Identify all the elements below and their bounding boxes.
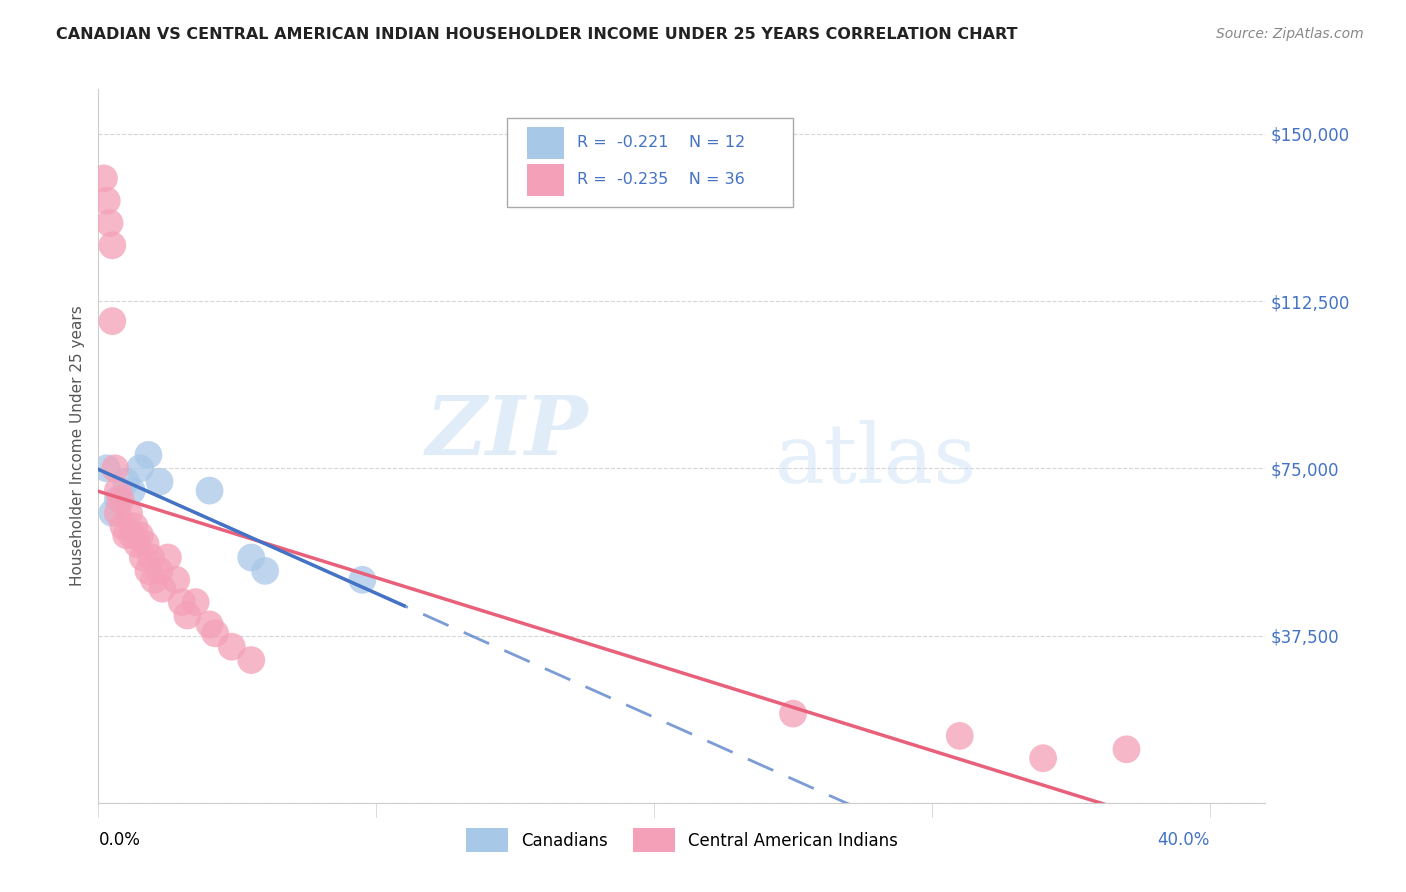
Point bbox=[141, 550, 163, 565]
Point bbox=[150, 582, 173, 596]
Point bbox=[221, 640, 243, 654]
Point bbox=[204, 626, 226, 640]
Point bbox=[107, 492, 129, 507]
Text: atlas: atlas bbox=[775, 420, 977, 500]
Point bbox=[115, 475, 138, 489]
Point bbox=[101, 314, 124, 328]
Text: Source: ZipAtlas.com: Source: ZipAtlas.com bbox=[1216, 27, 1364, 41]
Point bbox=[184, 595, 207, 609]
Point bbox=[121, 483, 143, 498]
Point bbox=[198, 617, 221, 632]
Point bbox=[135, 537, 157, 551]
Point bbox=[115, 528, 138, 542]
Point bbox=[93, 171, 115, 186]
Point bbox=[96, 461, 118, 475]
Point bbox=[782, 706, 804, 721]
Point bbox=[138, 564, 160, 578]
Point bbox=[156, 550, 179, 565]
Point bbox=[101, 238, 124, 252]
Point bbox=[110, 492, 132, 507]
Text: 40.0%: 40.0% bbox=[1157, 831, 1209, 849]
Point bbox=[101, 506, 124, 520]
Point bbox=[129, 461, 152, 475]
Point bbox=[118, 506, 141, 520]
Y-axis label: Householder Income Under 25 years: Householder Income Under 25 years bbox=[69, 306, 84, 586]
Point bbox=[949, 729, 972, 743]
Point bbox=[104, 461, 127, 475]
Point bbox=[132, 550, 155, 565]
Bar bbox=[527, 164, 564, 196]
Text: ZIP: ZIP bbox=[426, 392, 589, 472]
Point bbox=[148, 475, 170, 489]
Point bbox=[143, 573, 166, 587]
Point bbox=[107, 483, 129, 498]
Text: 0.0%: 0.0% bbox=[98, 831, 141, 849]
Text: R =  -0.221    N = 12: R = -0.221 N = 12 bbox=[576, 136, 745, 150]
Point bbox=[129, 528, 152, 542]
Point bbox=[127, 537, 149, 551]
Point bbox=[240, 550, 263, 565]
FancyBboxPatch shape bbox=[508, 118, 793, 207]
Point bbox=[138, 448, 160, 462]
Point bbox=[148, 564, 170, 578]
Point bbox=[254, 564, 277, 578]
Point bbox=[112, 519, 135, 533]
Point bbox=[107, 506, 129, 520]
Point bbox=[176, 608, 198, 623]
Point bbox=[124, 519, 146, 533]
Point bbox=[352, 573, 374, 587]
Bar bbox=[527, 127, 564, 159]
Point bbox=[96, 194, 118, 208]
Point bbox=[170, 595, 193, 609]
Point bbox=[240, 653, 263, 667]
Text: CANADIAN VS CENTRAL AMERICAN INDIAN HOUSEHOLDER INCOME UNDER 25 YEARS CORRELATIO: CANADIAN VS CENTRAL AMERICAN INDIAN HOUS… bbox=[56, 27, 1018, 42]
Point bbox=[1032, 751, 1054, 765]
Point bbox=[121, 528, 143, 542]
Point bbox=[165, 573, 187, 587]
Point bbox=[1115, 742, 1137, 756]
Legend: Canadians, Central American Indians: Canadians, Central American Indians bbox=[460, 822, 904, 859]
Text: R =  -0.235    N = 36: R = -0.235 N = 36 bbox=[576, 172, 745, 187]
Point bbox=[98, 216, 121, 230]
Point bbox=[198, 483, 221, 498]
